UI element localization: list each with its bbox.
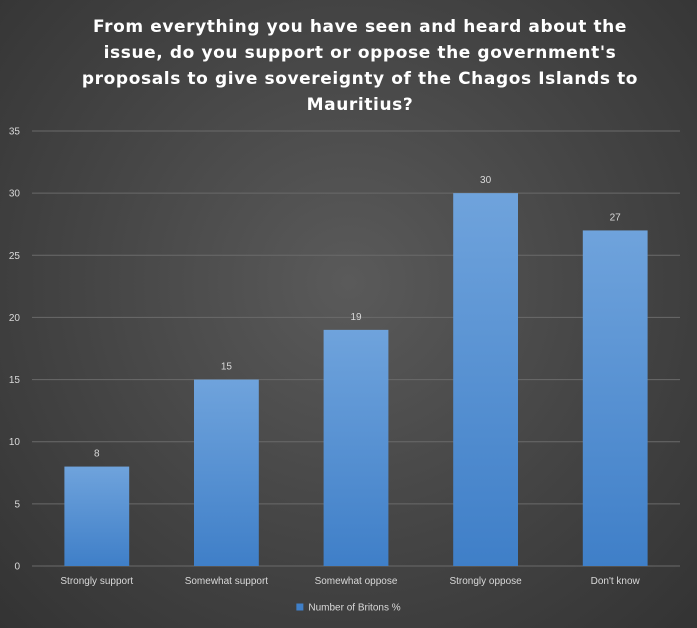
data-label: 19: [350, 312, 362, 323]
data-label: 27: [610, 212, 622, 223]
data-label: 15: [221, 362, 233, 373]
data-label: 30: [480, 175, 492, 186]
x-category-label: Strongly support: [60, 576, 133, 587]
y-tick-label: 35: [9, 127, 21, 138]
bar-somewhat-support: [194, 379, 259, 566]
chart-title: From everything you have seen and heard …: [81, 17, 639, 115]
data-labels: 8 15 19 30 27: [94, 175, 621, 459]
legend-label: Number of Britons %: [308, 603, 400, 614]
x-category-label: Somewhat support: [185, 576, 269, 587]
bar-somewhat-oppose: [323, 329, 389, 566]
y-tick-label: 20: [9, 313, 21, 324]
x-category-label: Don't know: [591, 576, 641, 587]
legend: Number of Britons %: [296, 603, 401, 614]
y-tick-label: 5: [14, 499, 20, 510]
y-tick-label: 25: [9, 251, 21, 262]
y-tick-label: 0: [14, 562, 20, 573]
bar-strongly-support: [64, 466, 130, 566]
bar-strongly-oppose: [453, 193, 518, 566]
x-axis: Strongly support Somewhat support Somewhat…: [60, 576, 640, 587]
data-label: 8: [94, 449, 100, 460]
x-category-label: Somewhat oppose: [315, 576, 398, 587]
y-tick-label: 15: [9, 375, 21, 386]
bar-don-t-know: [582, 230, 648, 566]
y-tick-label: 30: [9, 189, 21, 200]
legend-swatch: [296, 603, 304, 611]
y-tick-label: 10: [9, 437, 21, 448]
y-axis: 0 5 10 15 20 25 30 35: [9, 127, 21, 573]
bars: [64, 193, 648, 566]
x-category-label: Strongly oppose: [449, 576, 522, 587]
